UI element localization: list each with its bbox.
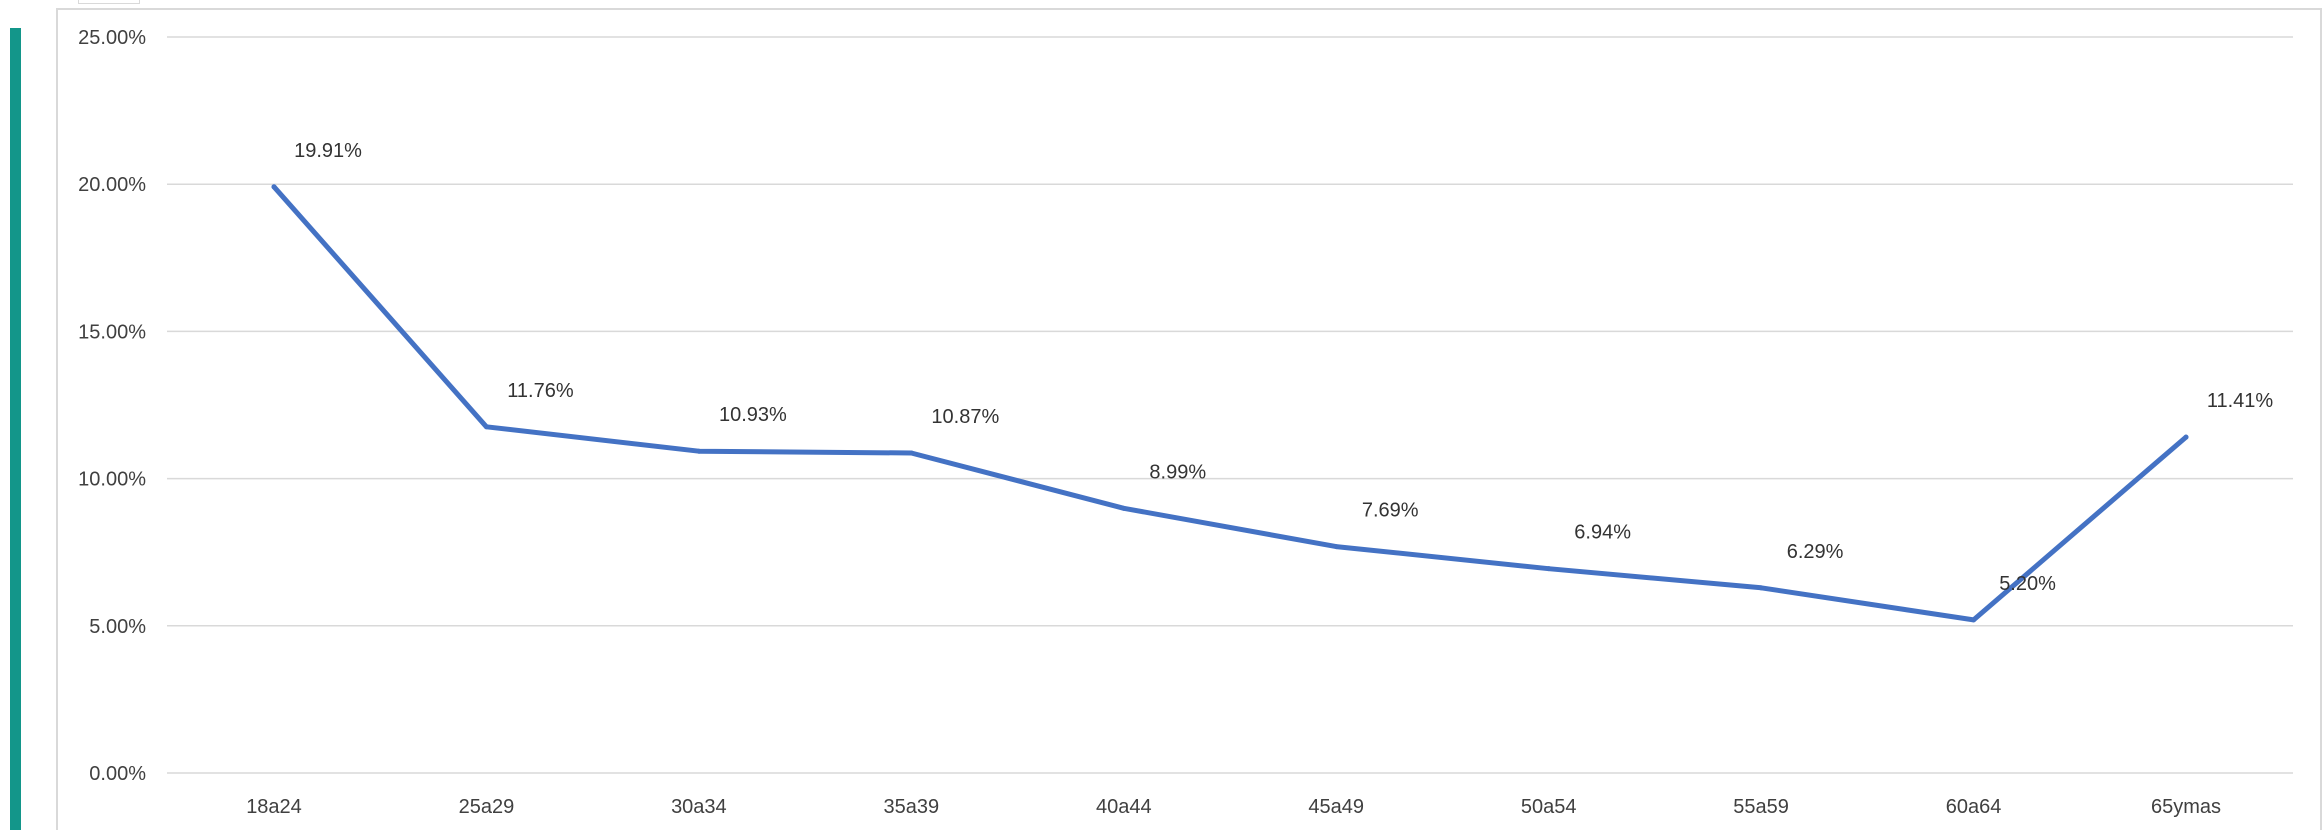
data-point bbox=[1333, 544, 1339, 550]
data-label: 10.87% bbox=[931, 406, 999, 428]
frame-tab bbox=[78, 0, 140, 4]
chart-frame bbox=[56, 8, 2322, 830]
data-point bbox=[1546, 566, 1552, 572]
y-tick-label: 0.00% bbox=[89, 763, 146, 785]
x-tick-label: 40a44 bbox=[1096, 796, 1152, 818]
y-tick-label: 25.00% bbox=[78, 27, 146, 49]
y-tick-label: 5.00% bbox=[89, 616, 146, 638]
y-tick-label: 15.00% bbox=[78, 321, 146, 343]
x-tick-label: 60a64 bbox=[1946, 796, 2002, 818]
data-label: 11.76% bbox=[507, 380, 574, 402]
data-label: 10.93% bbox=[719, 404, 787, 426]
data-point bbox=[271, 184, 277, 190]
data-label: 19.91% bbox=[294, 140, 362, 162]
data-point bbox=[1971, 617, 1977, 623]
x-tick-label: 30a34 bbox=[671, 796, 727, 818]
data-point bbox=[908, 450, 914, 456]
data-point bbox=[483, 424, 489, 430]
data-label: 5.20% bbox=[1999, 573, 2056, 595]
data-label: 7.69% bbox=[1362, 500, 1419, 522]
x-tick-label: 25a29 bbox=[459, 796, 515, 818]
data-label: 6.94% bbox=[1574, 522, 1631, 544]
data-point bbox=[696, 448, 702, 454]
accent-bar bbox=[10, 28, 21, 830]
x-tick-label: 50a54 bbox=[1521, 796, 1577, 818]
data-label: 11.41% bbox=[2207, 390, 2274, 412]
x-tick-label: 45a49 bbox=[1308, 796, 1364, 818]
x-tick-label: 35a39 bbox=[884, 796, 940, 818]
data-point bbox=[2183, 434, 2189, 440]
x-tick-label: 55a59 bbox=[1733, 796, 1789, 818]
data-point bbox=[1758, 585, 1764, 591]
x-tick-label: 65ymas bbox=[2151, 796, 2221, 818]
x-tick-label: 18a24 bbox=[246, 796, 302, 818]
y-tick-label: 10.00% bbox=[78, 469, 146, 491]
series-line bbox=[271, 184, 2189, 623]
data-point bbox=[1121, 505, 1127, 511]
y-tick-label: 20.00% bbox=[78, 174, 146, 196]
data-label: 8.99% bbox=[1149, 461, 1206, 483]
data-label: 6.29% bbox=[1787, 541, 1844, 563]
